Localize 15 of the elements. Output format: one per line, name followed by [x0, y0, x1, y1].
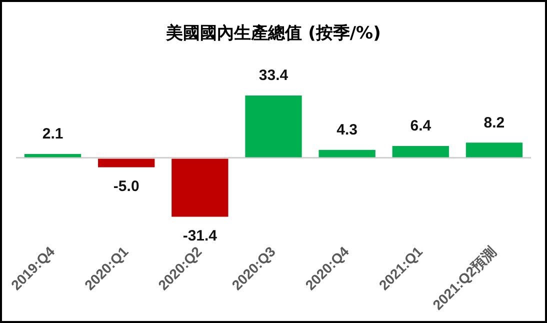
bar — [245, 95, 302, 158]
chart-title: 美國國內生產總值 (按季/%) — [165, 24, 381, 44]
data-label: -5.0 — [113, 178, 140, 195]
data-label: 8.2 — [484, 114, 505, 132]
bar — [392, 146, 449, 158]
data-label: -31.4 — [182, 227, 218, 244]
data-label: 6.4 — [410, 118, 432, 135]
data-label: 33.4 — [258, 67, 289, 84]
bar — [24, 154, 82, 158]
bar — [318, 150, 376, 158]
data-label: 2.1 — [42, 126, 64, 143]
bar — [466, 142, 523, 158]
bar — [172, 158, 228, 217]
bar — [98, 158, 155, 168]
data-label: 4.3 — [336, 122, 358, 139]
